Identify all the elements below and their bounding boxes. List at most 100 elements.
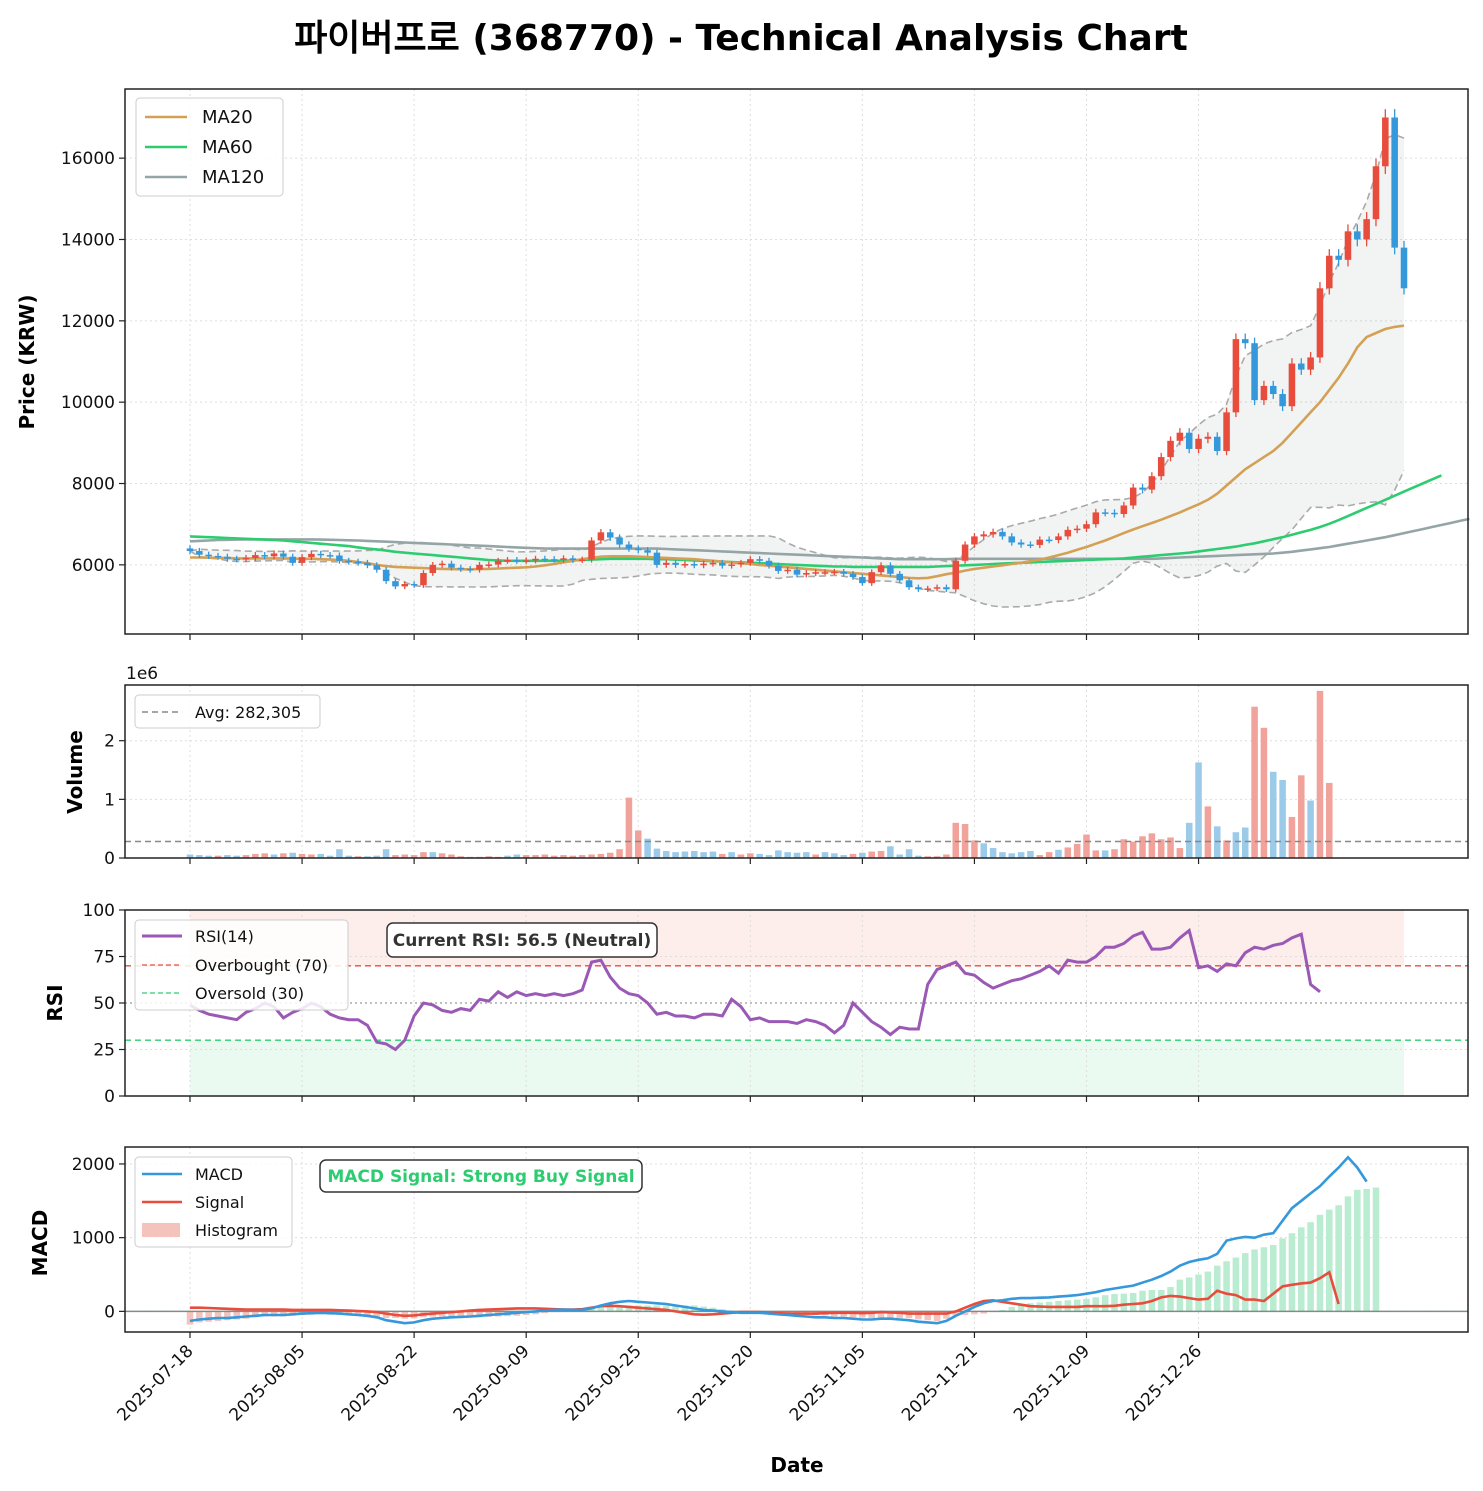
bollinger-upper-line [189,133,1405,563]
candle-body [457,567,465,570]
candle [999,528,1006,540]
volume-bar [1101,850,1109,858]
histogram-bar [373,1311,381,1317]
macd-y-ticks: 0 1000 2000 [72,1155,125,1322]
candle [1288,358,1296,412]
legend-histogram-label: Histogram [195,1221,278,1240]
histogram-bar [1251,1249,1258,1312]
volume-bar [336,849,343,858]
candle-body [252,555,259,558]
volume-bar [569,855,577,858]
volume-bar [1167,837,1174,858]
histogram-bar [1157,1289,1165,1312]
volume-bar [1204,806,1212,858]
candle [1129,483,1137,510]
candle-body [336,555,343,561]
volume-bar [560,855,567,858]
volume-bar [859,852,866,858]
volume-bar [756,853,763,858]
candle [625,541,633,552]
candle [784,566,791,574]
volume-bar [905,849,913,858]
candle [1027,541,1034,549]
candle-body [550,559,558,561]
volume-bar [662,850,670,858]
candle-body [597,532,605,541]
volume-bar [597,853,605,858]
x-axis-label: Date [770,1453,823,1477]
volume-bar [354,856,362,858]
candle [1195,434,1202,454]
volume-bar [803,852,810,858]
x-tick-label: 2025-09-25 [562,1341,646,1425]
volume-bar [933,856,941,858]
rsi-annotation-text: Current RSI: 56.5 (Neutral) [393,931,651,951]
candle [420,570,427,588]
histogram-bar [466,1311,474,1318]
volume-bar [233,855,240,858]
candle-body [877,565,885,573]
candle [1344,224,1352,267]
candle [1241,333,1249,349]
candle [541,555,549,563]
volume-bar [1232,832,1240,858]
y-tick-label: 12000 [61,312,115,332]
histogram-bar [625,1305,633,1312]
volume-bar [1064,847,1072,858]
candle-body [765,560,773,566]
histogram-bar [1223,1261,1230,1312]
candle-body [719,562,726,566]
candle-body [812,572,819,574]
candle-body [289,556,296,563]
candle [1279,389,1286,412]
volume-bar [1027,850,1034,858]
candle-body [971,536,978,545]
candle [1064,526,1072,540]
volume-bar [541,854,549,858]
candle-body [186,548,194,552]
candle [532,555,539,564]
candle [1073,525,1081,534]
histogram-bar [1288,1233,1296,1312]
volume-bar [943,854,950,858]
volume-bar [588,854,595,858]
price-axes-frame [124,88,1469,635]
volume-bar [252,853,259,858]
candle [214,552,222,560]
volume-bar [1251,706,1258,858]
candle [233,555,240,563]
histogram-bar [952,1311,960,1316]
histogram-bar [1195,1274,1202,1312]
histogram-bar [915,1311,922,1320]
candle [1326,249,1333,295]
histogram-bar [1279,1238,1286,1312]
volume-bar [1157,839,1165,858]
candle [644,547,651,556]
y-tick-label: 6000 [72,556,115,576]
candle-body [1055,536,1062,541]
volume-bar [196,855,203,858]
candle-body [242,557,250,560]
histogram-bar [1372,1187,1380,1312]
candle [1185,428,1193,454]
candle-body [560,558,567,560]
candle [1269,380,1277,400]
candle [289,553,296,566]
y-tick-label: 0 [104,1302,115,1322]
y-tick-label: 8000 [72,475,115,495]
histogram-bar [1111,1294,1118,1312]
macd-line [189,1155,1368,1325]
x-tick-label: 2025-08-22 [338,1341,422,1425]
macd-axes-frame [124,1146,1469,1333]
ma120-line [189,517,1470,561]
volume-panel: 0 1 2 1e6 Volume Avg: 282,305 [63,664,1469,869]
candle [429,561,437,576]
volume-bar [1139,836,1146,858]
volume-bar [550,855,558,858]
volume-bar [364,856,371,858]
volume-bars [186,690,1333,858]
candle [961,541,969,564]
volume-bar [653,848,661,858]
x-tick-label: 2025-07-18 [114,1341,198,1425]
candle [485,561,493,568]
